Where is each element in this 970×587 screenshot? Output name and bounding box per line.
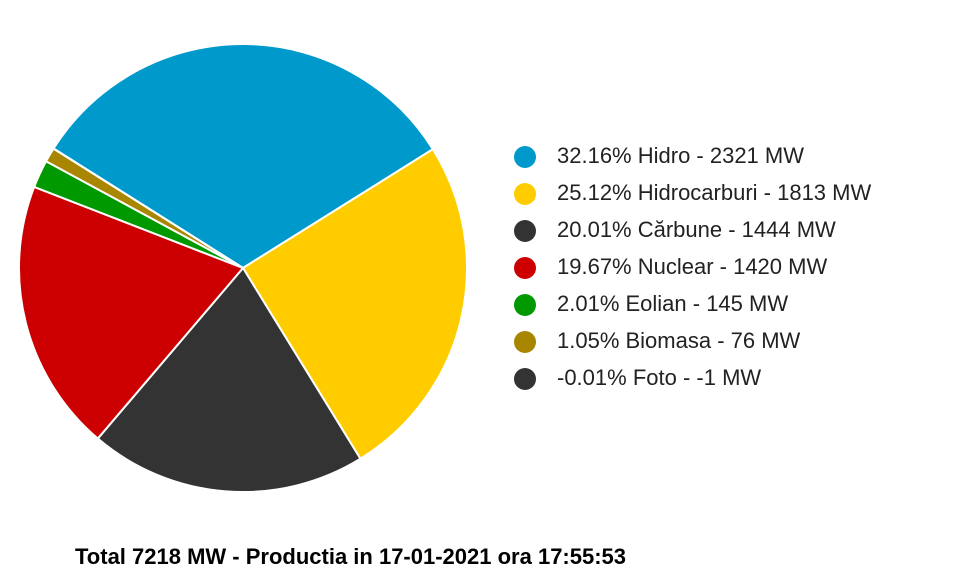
legend-label: 19.67% Nuclear - 1420 MW [557,254,827,279]
slice [52,147,244,269]
legend-label: 32.16% Hidro - 2321 MW [557,143,804,168]
legend-swatch [514,368,536,390]
slice [52,43,435,270]
slice [96,266,362,493]
legend-swatch [514,146,536,168]
legend-label: 1.05% Biomasa - 76 MW [557,328,801,353]
legend-label: 20.01% Cărbune - 1444 MW [557,217,836,242]
legend-swatch [514,331,536,353]
slice [18,185,245,440]
pie [18,43,468,493]
legend: 32.16% Hidro - 2321 MW 25.12% Hidrocarbur… [514,143,871,390]
legend-swatch [514,183,536,205]
legend-swatch [514,220,536,242]
legend-label: -0.01% Foto - -1 MW [557,365,761,390]
legend-label: 25.12% Hidrocarburi - 1813 MW [557,180,871,205]
legend-swatch [514,294,536,316]
footer: Total 7218 MW - Productia in 17-01-2021 … [75,544,626,569]
legend-swatch [514,257,536,279]
slice [241,147,468,461]
legend-label: 2.01% Eolian - 145 MW [557,291,788,316]
